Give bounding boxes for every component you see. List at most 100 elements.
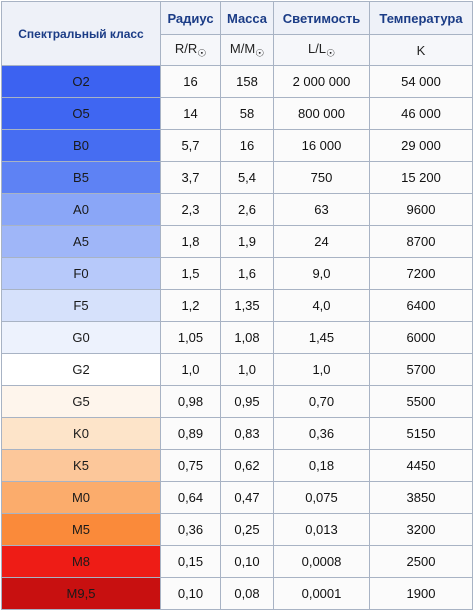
sun-symbol-icon: ☉ [326,48,336,60]
mass-cell: 1,08 [220,321,274,354]
spectral-class-cell: M5 [1,513,161,546]
spectral-class-cell: O2 [1,65,161,98]
luminosity-cell: 0,70 [273,385,370,418]
header-mass: Масса [220,1,274,35]
luminosity-cell: 4,0 [273,289,370,322]
temperature-cell: 4450 [369,449,473,482]
mass-cell: 158 [220,65,274,98]
mass-cell: 2,6 [220,193,274,226]
header-spectral-class: Спектральный класс [1,1,161,66]
table-row: G0 1,05 1,08 1,45 6000 [1,321,473,354]
header-luminosity: Светимость [273,1,370,35]
luminosity-cell: 0,0001 [273,577,370,610]
spectral-class-cell: G2 [1,353,161,386]
radius-cell: 5,7 [160,129,221,162]
mass-cell: 0,10 [220,545,274,578]
temperature-cell: 15 200 [369,161,473,194]
luminosity-cell: 63 [273,193,370,226]
temperature-cell: 5500 [369,385,473,418]
table-row: F5 1,2 1,35 4,0 6400 [1,289,473,322]
luminosity-cell: 24 [273,225,370,258]
mass-cell: 0,62 [220,449,274,482]
radius-cell: 3,7 [160,161,221,194]
temperature-cell: 46 000 [369,97,473,130]
temperature-cell: 6000 [369,321,473,354]
mass-cell: 0,83 [220,417,274,450]
sun-symbol-icon: ☉ [255,48,265,60]
temperature-cell: 3850 [369,481,473,514]
luminosity-cell: 0,013 [273,513,370,546]
radius-cell: 0,75 [160,449,221,482]
temperature-cell: 7200 [369,257,473,290]
units-row: R/R☉ M/M☉ L/L☉ K [2,34,473,66]
unit-mass: M/M☉ [220,34,274,66]
table-body: O2 16 158 2 000 000 54 000 O5 14 58 800 000 46 00… [1,65,473,610]
radius-cell: 1,2 [160,289,221,322]
temperature-cell: 54 000 [369,65,473,98]
spectral-class-cell: O5 [1,97,161,130]
luminosity-cell: 9,0 [273,257,370,290]
mass-cell: 1,0 [220,353,274,386]
spectral-class-cell: G0 [1,321,161,354]
radius-cell: 0,89 [160,417,221,450]
unit-temperature: K [369,34,473,66]
mass-cell: 0,25 [220,513,274,546]
spectral-class-cell: M8 [1,545,161,578]
unit-mass-label: M/M [229,40,256,56]
radius-cell: 1,05 [160,321,221,354]
table-row: M0 0,64 0,47 0,075 3850 [1,481,473,514]
spectral-class-cell: F0 [1,257,161,290]
unit-luminosity-label: L/L [307,40,327,56]
table-row: A5 1,8 1,9 24 8700 [1,225,473,258]
spectral-class-cell: B0 [1,129,161,162]
header-radius: Радиус [160,1,221,35]
mass-cell: 0,95 [220,385,274,418]
mass-cell: 1,6 [220,257,274,290]
spectral-class-cell: K0 [1,417,161,450]
radius-cell: 0,10 [160,577,221,610]
table-row: G5 0,98 0,95 0,70 5500 [1,385,473,418]
mass-cell: 0,08 [220,577,274,610]
table-row: O5 14 58 800 000 46 000 [1,97,473,130]
radius-cell: 0,64 [160,481,221,514]
luminosity-cell: 1,0 [273,353,370,386]
table-row: G2 1,0 1,0 1,0 5700 [1,353,473,386]
luminosity-cell: 2 000 000 [273,65,370,98]
temperature-cell: 29 000 [369,129,473,162]
mass-cell: 16 [220,129,274,162]
radius-cell: 1,8 [160,225,221,258]
temperature-cell: 8700 [369,225,473,258]
radius-cell: 14 [160,97,221,130]
spectral-class-cell: G5 [1,385,161,418]
table-row: K5 0,75 0,62 0,18 4450 [1,449,473,482]
mass-cell: 1,35 [220,289,274,322]
temperature-cell: 2500 [369,545,473,578]
mass-cell: 0,47 [220,481,274,514]
temperature-cell: 6400 [369,289,473,322]
radius-cell: 0,15 [160,545,221,578]
table-row: K0 0,89 0,83 0,36 5150 [1,417,473,450]
header-row: Спектральный класс Радиус Масса Светимос… [1,1,473,66]
luminosity-cell: 0,36 [273,417,370,450]
table-row: B5 3,7 5,4 750 15 200 [1,161,473,194]
table-row: M5 0,36 0,25 0,013 3200 [1,513,473,546]
radius-cell: 0,98 [160,385,221,418]
unit-radius-label: R/R [174,40,198,56]
mass-cell: 58 [220,97,274,130]
sun-symbol-icon: ☉ [197,48,207,60]
mass-cell: 5,4 [220,161,274,194]
temperature-cell: 9600 [369,193,473,226]
luminosity-cell: 800 000 [273,97,370,130]
luminosity-cell: 0,0008 [273,545,370,578]
temperature-cell: 5150 [369,417,473,450]
spectral-class-cell: A5 [1,225,161,258]
spectral-class-cell: F5 [1,289,161,322]
radius-cell: 1,5 [160,257,221,290]
radius-cell: 1,0 [160,353,221,386]
luminosity-cell: 0,18 [273,449,370,482]
spectral-class-cell: M9,5 [1,577,161,610]
temperature-cell: 3200 [369,513,473,546]
luminosity-cell: 750 [273,161,370,194]
mass-cell: 1,9 [220,225,274,258]
